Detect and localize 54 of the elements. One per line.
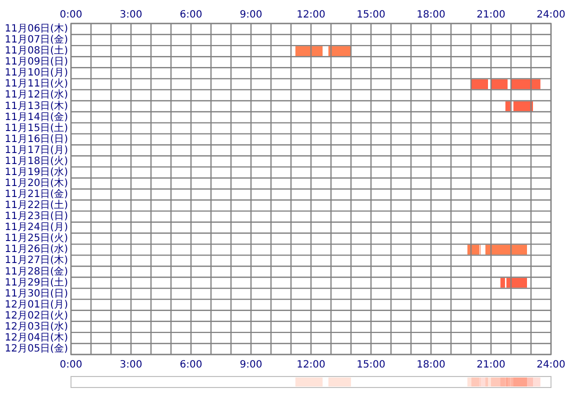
y-tick-label: 11月14日(金): [4, 110, 68, 123]
x-tick-label: 12:00: [296, 10, 326, 20]
y-tick-label: 12月02日(火): [4, 309, 68, 322]
y-tick-label: 11月06日(木): [4, 22, 68, 35]
y-tick-label: 11月09日(日): [4, 56, 68, 68]
y-tick-label: 11月23日(日): [4, 211, 68, 222]
y-tick-label: 11月20日(木): [4, 176, 68, 189]
y-tick-label: 11月29日(土): [4, 276, 68, 288]
y-tick-label: 11月07日(金): [4, 34, 68, 46]
y-tick-label: 12月03日(水): [4, 320, 68, 332]
bar: [506, 278, 527, 288]
x-tick-label: 0:00: [60, 10, 82, 20]
bar: [485, 244, 527, 255]
y-tick-label: 11月26日(水): [4, 243, 68, 256]
bar: [491, 79, 508, 90]
y-tick-label: 11月30日(日): [4, 288, 68, 300]
x2-tick-label: 3:00: [120, 360, 142, 370]
x-tick-label: 18:00: [416, 10, 446, 20]
y-tick-label: 11月12日(水): [4, 88, 68, 101]
bar: [500, 278, 505, 288]
y-tick-label: 11月13日(木): [4, 100, 68, 112]
x-tick-label: 24:00: [536, 10, 566, 20]
x-tick-label: 15:00: [356, 10, 386, 20]
y-tick-label: 11月16日(日): [4, 134, 68, 145]
x-tick-label: 9:00: [240, 10, 262, 20]
x2-tick-label: 24:00: [536, 360, 566, 370]
y-tick-label: 11月17日(月): [4, 144, 68, 156]
y-tick-label: 11月08日(土): [4, 44, 68, 57]
y-tick-label: 11月11日(火): [4, 78, 68, 90]
x-tick-label: 6:00: [180, 10, 202, 20]
x-tick-label: 3:00: [120, 10, 142, 20]
y-tick-label: 11月21日(金): [4, 188, 68, 200]
y-tick-label: 12月04日(木): [4, 331, 68, 344]
bar: [471, 79, 488, 90]
x2-tick-label: 0:00: [60, 360, 82, 370]
y-tick-label: 11月19日(水): [4, 166, 68, 178]
y-tick-label: 11月15日(土): [4, 122, 68, 134]
x2-tick-label: 15:00: [356, 360, 386, 370]
y-tick-label: 11月28日(金): [4, 265, 68, 278]
x2-tick-label: 18:00: [416, 360, 446, 370]
bar: [505, 101, 510, 112]
x2-tick-label: 12:00: [296, 360, 326, 370]
y-tick-label: 11月22日(土): [4, 199, 68, 212]
y-tick-label: 12月05日(金): [4, 342, 68, 354]
x2-tick-label: 9:00: [240, 360, 262, 370]
y-tick-label: 11月10日(月): [4, 68, 68, 79]
y-tick-label: 11月18日(火): [4, 154, 68, 167]
x2-tick-label: 21:00: [476, 360, 506, 370]
x2-tick-label: 6:00: [180, 360, 202, 370]
y-tick-label: 12月01日(月): [4, 299, 68, 310]
y-tick-label: 11月24日(月): [4, 222, 68, 234]
y-tick-label: 11月25日(火): [4, 232, 68, 244]
x-tick-label: 21:00: [476, 10, 506, 20]
y-tick-label: 11月27日(木): [4, 254, 68, 266]
